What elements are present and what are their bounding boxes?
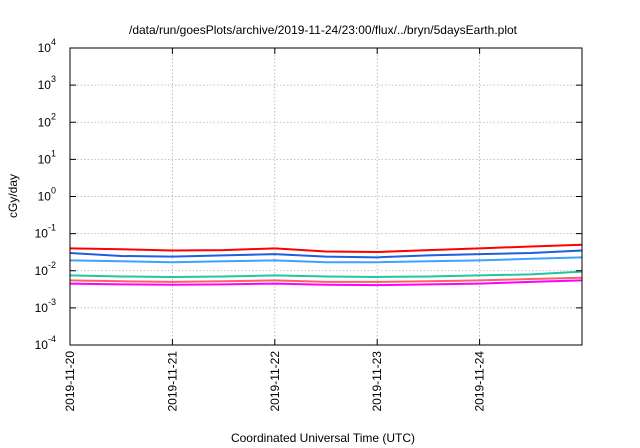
series-line <box>69 249 583 259</box>
y-axis-label: cGy/day <box>6 174 20 218</box>
y-tick-label: 101 <box>38 148 56 166</box>
x-tick-label: 2019-11-24 <box>473 351 487 412</box>
series-line <box>69 243 583 253</box>
y-tick-label: 103 <box>38 74 56 92</box>
y-tick-label: 10-1 <box>35 223 56 241</box>
y-tick-label: 104 <box>38 37 56 55</box>
axes: 10-4 10-3 10-2 10-1 100 101 102 103 104 2019-11-2… <box>35 37 583 412</box>
series-group <box>69 243 583 287</box>
x-tick-label: 2019-11-20 <box>63 351 77 412</box>
chart-title: /data/run/goesPlots/archive/2019-11-24/2… <box>129 23 518 37</box>
y-tick-label: 10-3 <box>35 297 56 315</box>
series-line <box>69 270 583 278</box>
grid <box>70 48 582 345</box>
series-line <box>69 279 583 287</box>
y-tick-label: 102 <box>38 111 56 129</box>
x-axis-label: Coordinated Universal Time (UTC) <box>231 431 415 445</box>
x-tick-label: 2019-11-21 <box>165 351 179 412</box>
x-tick-label: 2019-11-23 <box>370 351 384 412</box>
series-line <box>69 276 583 283</box>
series-line <box>69 256 583 264</box>
y-tick-label: 100 <box>38 186 56 204</box>
y-tick-label: 10-4 <box>35 334 56 352</box>
y-tick-label: 10-2 <box>35 260 56 278</box>
plot-frame <box>69 47 583 346</box>
x-tick-label: 2019-11-22 <box>268 351 282 412</box>
